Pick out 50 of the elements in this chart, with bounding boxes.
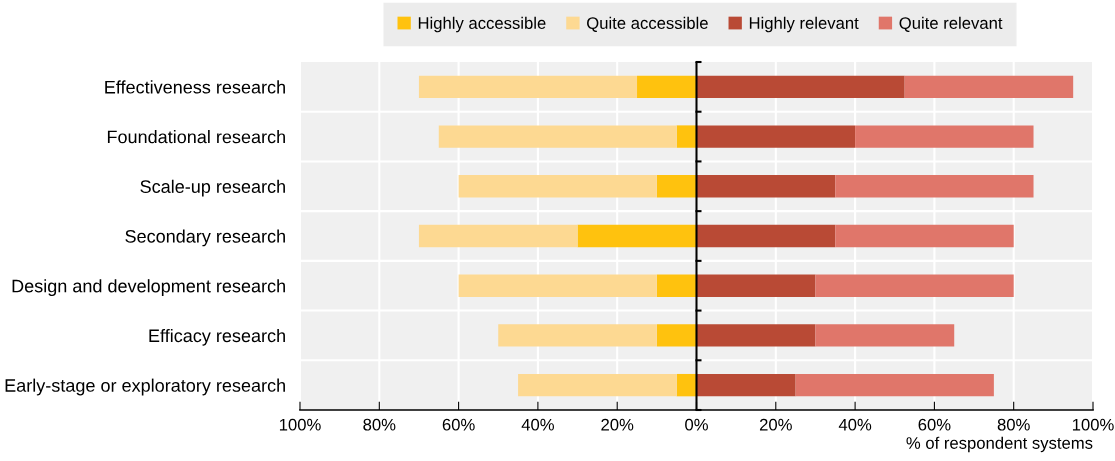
x-tick-label: 60%: [442, 418, 475, 431]
y-tick-label: Scale-up research: [140, 179, 285, 197]
bar: [855, 125, 1034, 148]
bar: [815, 324, 955, 347]
bar: [418, 224, 578, 248]
bar: [458, 175, 657, 198]
bar: [438, 125, 677, 148]
bar: [696, 324, 816, 347]
bar: [498, 324, 657, 347]
bar: [696, 75, 905, 99]
bar: [795, 373, 994, 397]
y-tick-label: Secondary research: [125, 229, 285, 247]
bar: [656, 175, 697, 198]
y-tick-label: Early-stage or exploratory research: [5, 378, 285, 396]
x-tick-label: 0%: [685, 418, 708, 431]
legend-label: Quite relevant: [899, 16, 1003, 32]
y-tick-label: Efficacy research: [149, 328, 285, 346]
x-tick-label: 100%: [279, 418, 321, 431]
bar: [696, 175, 836, 198]
bar: [656, 274, 697, 297]
bar: [696, 274, 816, 297]
bar: [815, 274, 1014, 297]
bar: [577, 224, 697, 248]
x-tick-label: 80%: [997, 418, 1030, 431]
y-tick-label: Design and development research: [12, 279, 285, 296]
bar: [656, 324, 697, 347]
bar: [518, 373, 677, 397]
x-tick-label: 60%: [918, 418, 951, 431]
bar: [904, 75, 1074, 99]
x-tick-label: 20%: [601, 418, 634, 431]
legend-label: Quite accessible: [587, 16, 708, 32]
legend-label: Highly relevant: [749, 16, 859, 33]
bar: [458, 274, 657, 297]
x-tick-label: 100%: [1072, 418, 1114, 431]
legend-label: Highly accessible: [418, 16, 546, 33]
y-tick-label: Foundational research: [107, 130, 285, 144]
y-tick-label: Effectiveness research: [105, 80, 285, 94]
x-tick-label: 40%: [521, 418, 554, 431]
bar: [696, 224, 836, 248]
bar: [696, 373, 796, 397]
bar: [676, 125, 697, 148]
bar: [835, 224, 1014, 248]
bar: [418, 75, 638, 99]
x-axis-title: % of respondent systems: [906, 436, 1093, 453]
bar: [696, 125, 856, 148]
x-tick-label: 20%: [759, 418, 792, 431]
bar: [835, 175, 1034, 198]
x-tick-label: 40%: [838, 418, 872, 431]
x-tick-label: 80%: [363, 418, 396, 431]
bar: [637, 75, 697, 99]
